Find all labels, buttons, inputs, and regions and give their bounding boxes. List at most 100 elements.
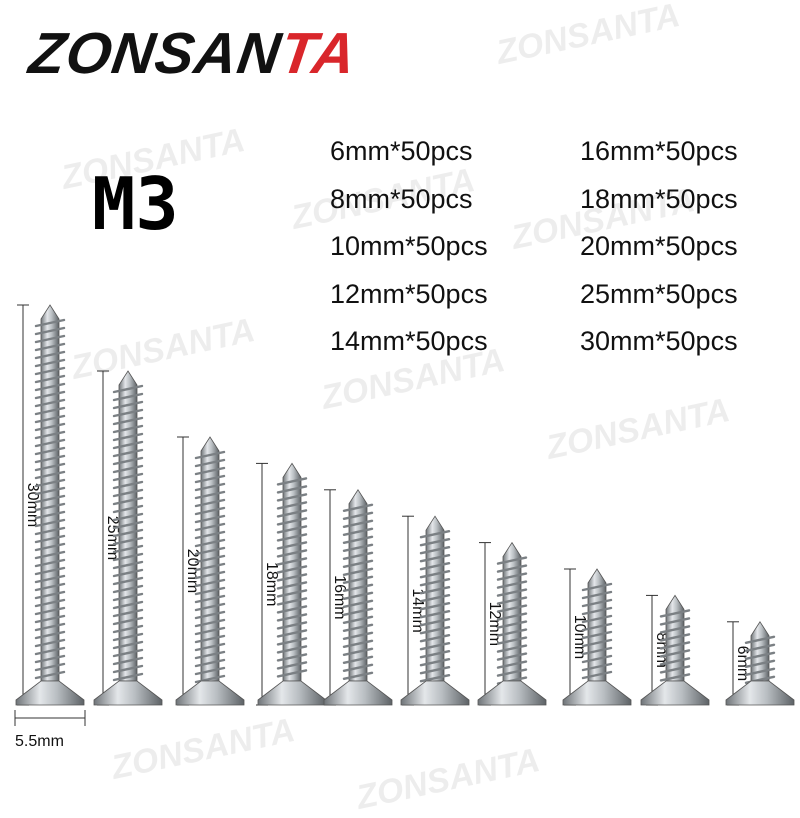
screw-thread (342, 671, 374, 680)
screw-thread (34, 542, 66, 552)
screw-thread (342, 655, 374, 664)
screw-thread (276, 637, 308, 646)
screw-thread (496, 620, 528, 629)
screw-thread (34, 470, 66, 480)
screw-thread (276, 541, 308, 550)
screw-thread (34, 462, 66, 472)
screw-thread (276, 525, 308, 534)
screw-head (640, 680, 710, 706)
screw-thread (419, 570, 451, 579)
screw-thread (194, 554, 226, 564)
screw-thread (419, 610, 451, 619)
screw-thread (194, 458, 226, 468)
screw-thread (419, 546, 451, 555)
screw-thread (112, 624, 144, 634)
pack-item: 8mm*50pcs (330, 183, 473, 214)
screw-thread (112, 472, 144, 482)
pack-list-right: 16mm*50pcs 18mm*50pcs 20mm*50pcs 25mm*50… (580, 128, 738, 366)
pack-item: 6mm*50pcs (330, 136, 473, 166)
screw-thread (112, 592, 144, 602)
screw-thread (419, 634, 451, 643)
screw-thread (112, 584, 144, 594)
screw-thread (34, 486, 66, 496)
screw-thread (112, 528, 144, 538)
screw-thread (112, 672, 144, 682)
screw-thread (419, 562, 451, 571)
screw-thread (276, 493, 308, 502)
pack-item: 10mm*50pcs (330, 231, 488, 261)
screw-thread (194, 658, 226, 668)
screw-thread (342, 583, 374, 592)
screw-thread (112, 560, 144, 570)
screw-thread (276, 581, 308, 590)
screw-thread (496, 572, 528, 581)
screw-thread (34, 574, 66, 584)
screw-thread (194, 530, 226, 540)
screw-thread (581, 662, 613, 672)
screw-thread (659, 617, 691, 626)
screw-thread (112, 512, 144, 522)
screw-thread (112, 432, 144, 442)
screw-thread (34, 494, 66, 504)
screw-thread (112, 464, 144, 474)
screw-thread (581, 622, 613, 632)
screw-thread (112, 488, 144, 498)
screw-thread (342, 647, 374, 656)
screw-thread (744, 651, 776, 660)
screw-thread (34, 366, 66, 376)
screw-thread (34, 350, 66, 360)
screw-thread (276, 597, 308, 606)
length-label: 30mm (24, 483, 41, 527)
length-label: 14mm (409, 588, 426, 632)
pack-item: 16mm*50pcs (580, 136, 738, 166)
screw-thread (342, 535, 374, 544)
screw-thread (342, 543, 374, 552)
pack-item: 14mm*50pcs (330, 326, 488, 356)
screw-thread (342, 631, 374, 640)
screw-thread (194, 514, 226, 524)
pack-item: 18mm*50pcs (580, 183, 738, 214)
screw-thread (34, 502, 66, 512)
screw-thread (194, 634, 226, 644)
screw-thread (342, 623, 374, 632)
screw-thread (34, 454, 66, 464)
screw-head (257, 680, 327, 706)
screw-thread (34, 606, 66, 616)
pack-item: 20mm*50pcs (580, 231, 738, 261)
screw-thread (496, 604, 528, 613)
screw-thread (342, 559, 374, 568)
screw-thread (34, 662, 66, 672)
screw-thread (581, 670, 613, 680)
screw-thread (34, 534, 66, 544)
screw-thread (659, 665, 691, 674)
screw-thread (496, 660, 528, 669)
screw-thread (581, 582, 613, 592)
screw-thread (342, 511, 374, 520)
screw-thread (419, 602, 451, 611)
screw-thread (194, 586, 226, 596)
screw-thread (112, 552, 144, 562)
screw-thread (659, 641, 691, 650)
screw-thread (112, 496, 144, 506)
screw-thread (112, 392, 144, 402)
screw-thread (496, 612, 528, 621)
screw-thread (496, 564, 528, 573)
screw-thread (342, 615, 374, 624)
screw-thread (659, 657, 691, 666)
screw-thread (112, 448, 144, 458)
screw-thread (34, 318, 66, 328)
screw-thread (194, 522, 226, 532)
screw-thread (276, 517, 308, 526)
screw-thread (581, 638, 613, 648)
screw-thread (112, 608, 144, 618)
screw-thread (34, 582, 66, 592)
screw-head (725, 680, 795, 706)
screw-shank (502, 541, 522, 682)
screw-thread (276, 653, 308, 662)
screw-thread (581, 590, 613, 600)
screw-thread (112, 400, 144, 410)
screw-head (400, 680, 470, 706)
screw-thread (496, 636, 528, 645)
screw-thread (496, 580, 528, 589)
